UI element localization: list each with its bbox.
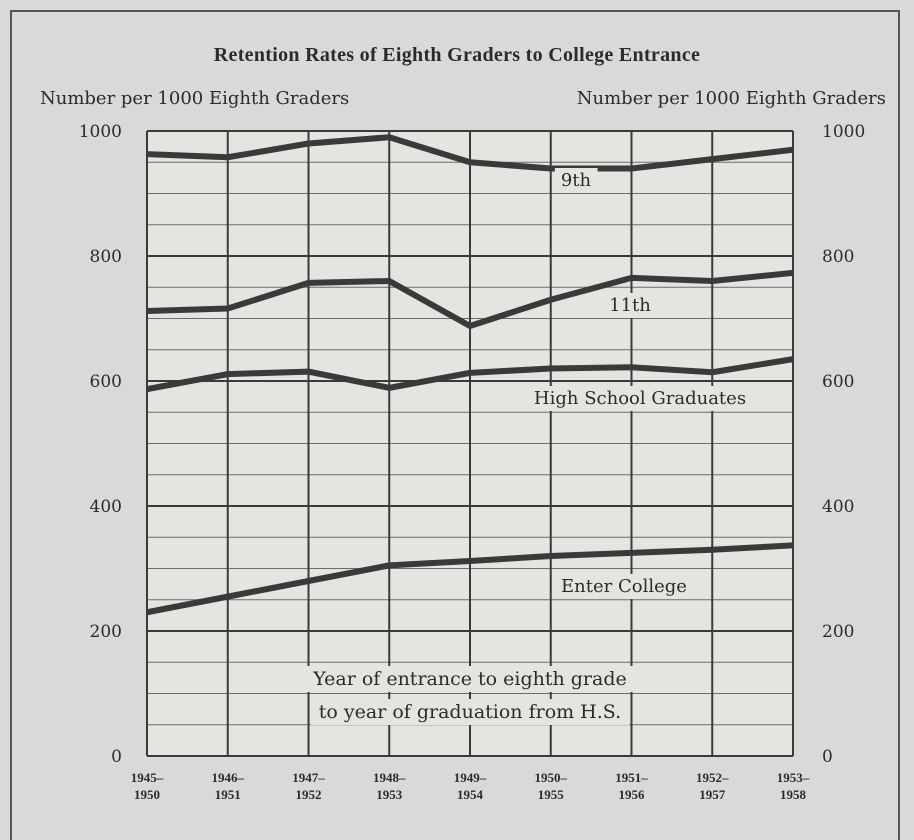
series-label-background bbox=[527, 386, 753, 411]
x-tick-label: 1946– bbox=[212, 770, 245, 785]
y-tick-label-left: 1000 bbox=[79, 122, 122, 142]
x-axis-label: to year of graduation from H.S. bbox=[319, 701, 621, 723]
y-tick-label-right: 1000 bbox=[822, 122, 865, 142]
x-tick-label: 1950 bbox=[134, 787, 160, 802]
x-tick-label: 1955 bbox=[538, 787, 565, 802]
x-tick-label: 1957 bbox=[699, 787, 726, 802]
x-tick-label: 1952– bbox=[696, 770, 729, 785]
y-tick-label-right: 200 bbox=[822, 622, 854, 642]
series-line bbox=[146, 356, 794, 393]
y-tick-label-left: 400 bbox=[90, 497, 122, 517]
y-tick-label-left: 200 bbox=[90, 622, 122, 642]
series-label: Enter College bbox=[561, 576, 687, 597]
series-label-background bbox=[555, 574, 693, 599]
x-tick-label: 1949– bbox=[454, 770, 487, 785]
x-tick-label: 1948– bbox=[373, 770, 406, 785]
x-axis-label-background bbox=[310, 699, 630, 725]
x-tick-label: 1951– bbox=[615, 770, 648, 785]
x-tick-label: 1947– bbox=[292, 770, 325, 785]
x-tick-label: 1954 bbox=[457, 787, 484, 802]
y-tick-label-right: 0 bbox=[822, 747, 833, 767]
x-tick-label: 1952 bbox=[296, 787, 322, 802]
series-label-background bbox=[554, 168, 598, 193]
chart-title: Retention Rates of Eighth Graders to Col… bbox=[213, 44, 701, 66]
x-tick-label: 1953 bbox=[376, 787, 403, 802]
x-tick-label: 1953– bbox=[777, 770, 810, 785]
series-line bbox=[146, 542, 794, 616]
x-tick-label: 1951 bbox=[215, 787, 241, 802]
x-tick-label: 1956 bbox=[619, 787, 646, 802]
series-label-background bbox=[603, 293, 658, 318]
y-tick-label-right: 400 bbox=[822, 497, 854, 517]
x-axis-label: Year of entrance to eighth grade bbox=[312, 668, 627, 690]
series-label: 9th bbox=[561, 170, 592, 191]
x-axis-label-background bbox=[304, 666, 635, 692]
x-tick-label: 1945– bbox=[131, 770, 164, 785]
page-border bbox=[10, 10, 900, 840]
y-tick-label-right: 800 bbox=[822, 247, 854, 267]
y-axis-label-right: Number per 1000 Eighth Graders bbox=[576, 88, 886, 109]
y-tick-label-left: 600 bbox=[90, 372, 122, 392]
x-tick-label: 1950– bbox=[535, 770, 568, 785]
series-label: High School Graduates bbox=[534, 388, 746, 409]
series-line bbox=[146, 269, 794, 329]
series-line bbox=[146, 134, 794, 172]
series-label: 11th bbox=[609, 295, 651, 316]
y-tick-label-left: 800 bbox=[90, 247, 122, 267]
y-tick-label-right: 600 bbox=[822, 372, 854, 392]
y-axis-label-left: Number per 1000 Eighth Graders bbox=[40, 88, 350, 109]
x-tick-label: 1958 bbox=[780, 787, 807, 802]
y-tick-label-left: 0 bbox=[111, 747, 122, 767]
